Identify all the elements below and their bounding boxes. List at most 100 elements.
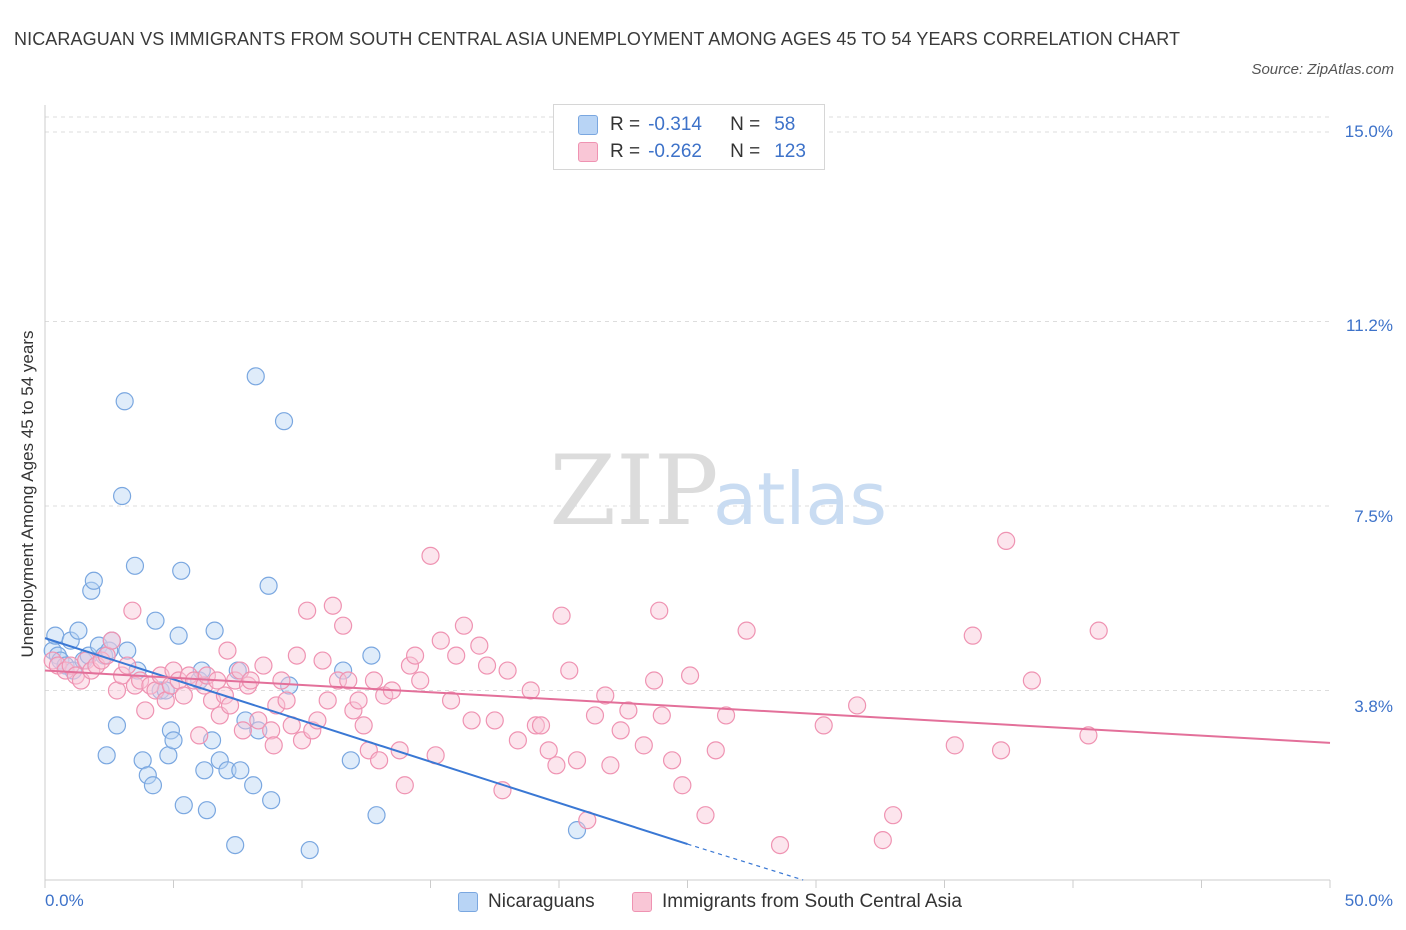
immigrant-point: [334, 616, 353, 635]
immigrant-point: [485, 711, 504, 730]
nicaraguan-point: [246, 367, 265, 386]
immigrant-point: [526, 716, 545, 735]
immigrant-point: [354, 716, 373, 735]
nicaraguan-point: [226, 835, 245, 855]
immigrant-point: [696, 806, 715, 825]
immigrant-point: [241, 671, 260, 690]
chart-title: NICARAGUAN VS IMMIGRANTS FROM SOUTH CENT…: [14, 29, 1181, 49]
immigrant-point: [498, 661, 517, 680]
immigrant-point: [262, 721, 281, 740]
r-label: R =: [610, 114, 641, 135]
legend-swatch-blue: [578, 115, 598, 135]
nicaraguan-point: [151, 681, 170, 700]
nicaraguan-point: [174, 796, 193, 815]
immigrant-point: [344, 701, 363, 720]
nicaraguan-point: [362, 646, 381, 665]
y-tick-label: 15.0%: [1344, 122, 1393, 141]
r-label: R =: [610, 141, 641, 162]
nicaraguan-point: [146, 611, 165, 630]
immigrant-point: [102, 631, 121, 650]
bottom-legend-nicaraguans: Nicaraguans: [458, 889, 595, 915]
nicaraguan-point: [69, 621, 88, 640]
immigrant-point: [298, 601, 317, 620]
r-value: -0.314: [648, 114, 702, 135]
n-label: N =: [730, 141, 761, 162]
nicaraguan-point: [138, 766, 157, 785]
nicaraguan-point: [112, 486, 132, 506]
immigrant-point: [249, 711, 268, 730]
immigrant-point: [634, 736, 653, 755]
immigrant-point: [328, 671, 348, 690]
immigrant-point: [123, 601, 142, 620]
immigrant-point: [313, 651, 332, 670]
n-value: 58: [774, 114, 796, 135]
immigrant-point: [601, 756, 620, 775]
nicaraguan-point: [274, 412, 294, 431]
immigrant-point: [673, 776, 692, 795]
immigrant-point: [814, 716, 833, 735]
immigrant-point: [339, 671, 358, 690]
immigrant-point: [873, 831, 892, 850]
immigrant-point: [411, 671, 430, 690]
nicaraguan-point: [169, 626, 188, 645]
immigrant-trend-line: [44, 669, 1331, 744]
immigrant-point: [539, 741, 558, 760]
immigrant-point: [92, 651, 111, 670]
legend-row-nicaraguans: R = -0.314 N = 58: [578, 111, 795, 139]
immigrant-point: [963, 626, 982, 645]
immigrant-point: [650, 601, 669, 620]
nicaraguan-point: [84, 571, 103, 590]
immigrant-point: [254, 656, 273, 675]
immigrant-point: [560, 661, 579, 680]
immigrant-point: [447, 646, 466, 665]
immigrant-point: [272, 671, 291, 690]
immigrant-point: [421, 546, 440, 565]
immigrant-point: [267, 696, 286, 715]
x-tick-label: 50.0%: [1344, 891, 1393, 910]
immigrant-point: [770, 835, 790, 855]
immigrant-point: [118, 656, 137, 675]
nicaraguan-point: [259, 576, 278, 595]
immigrant-point: [706, 741, 725, 760]
immigrant-point: [233, 721, 252, 740]
immigrant-point: [619, 701, 638, 720]
immigrant-point: [405, 646, 425, 665]
immigrant-point: [1089, 621, 1108, 640]
immigrant-point: [431, 631, 450, 650]
immigrant-point: [470, 636, 489, 655]
immigrant-point: [1079, 726, 1098, 745]
immigrant-point: [264, 736, 283, 755]
nicaraguan-point: [262, 791, 281, 810]
nicaraguan-point: [107, 716, 127, 735]
immigrant-point: [462, 711, 481, 730]
immigrant-point: [218, 641, 237, 660]
immigrant-point: [883, 806, 903, 825]
y-tick-label: 11.2%: [1346, 316, 1393, 335]
immigrant-point: [349, 691, 368, 710]
nicaraguan-trend-line: [44, 637, 688, 846]
nicaraguan-point: [231, 761, 250, 780]
immigrant-point: [567, 751, 587, 770]
nicaraguan-point: [244, 776, 263, 795]
bottom-legend-immigrants: Immigrants from South Central Asia: [632, 889, 962, 915]
immigrant-point: [596, 686, 615, 705]
nicaraguan-point: [164, 731, 183, 750]
nicaraguan-point: [197, 801, 217, 820]
bottom-legend-swatch-blue: [458, 892, 478, 912]
x-tick-label: 0.0%: [45, 891, 84, 910]
bottom-legend-swatch-pink: [632, 892, 652, 912]
immigrant-point: [945, 736, 964, 755]
immigrant-point: [441, 691, 461, 710]
nicaraguan-point: [367, 806, 386, 825]
immigrant-point: [652, 706, 671, 725]
immigrant-point: [680, 666, 700, 685]
chart-source: Source: ZipAtlas.com: [1251, 61, 1394, 78]
stats-legend: R = -0.314 N = 58 R = -0.262 N = 123: [553, 104, 825, 170]
nicaraguan-point: [51, 651, 70, 670]
nicaraguan-point: [143, 776, 163, 795]
immigrant-point: [125, 676, 145, 695]
immigrant-point: [390, 741, 409, 760]
y-tick-label: 3.8%: [1354, 697, 1393, 716]
immigrant-point: [585, 706, 605, 725]
